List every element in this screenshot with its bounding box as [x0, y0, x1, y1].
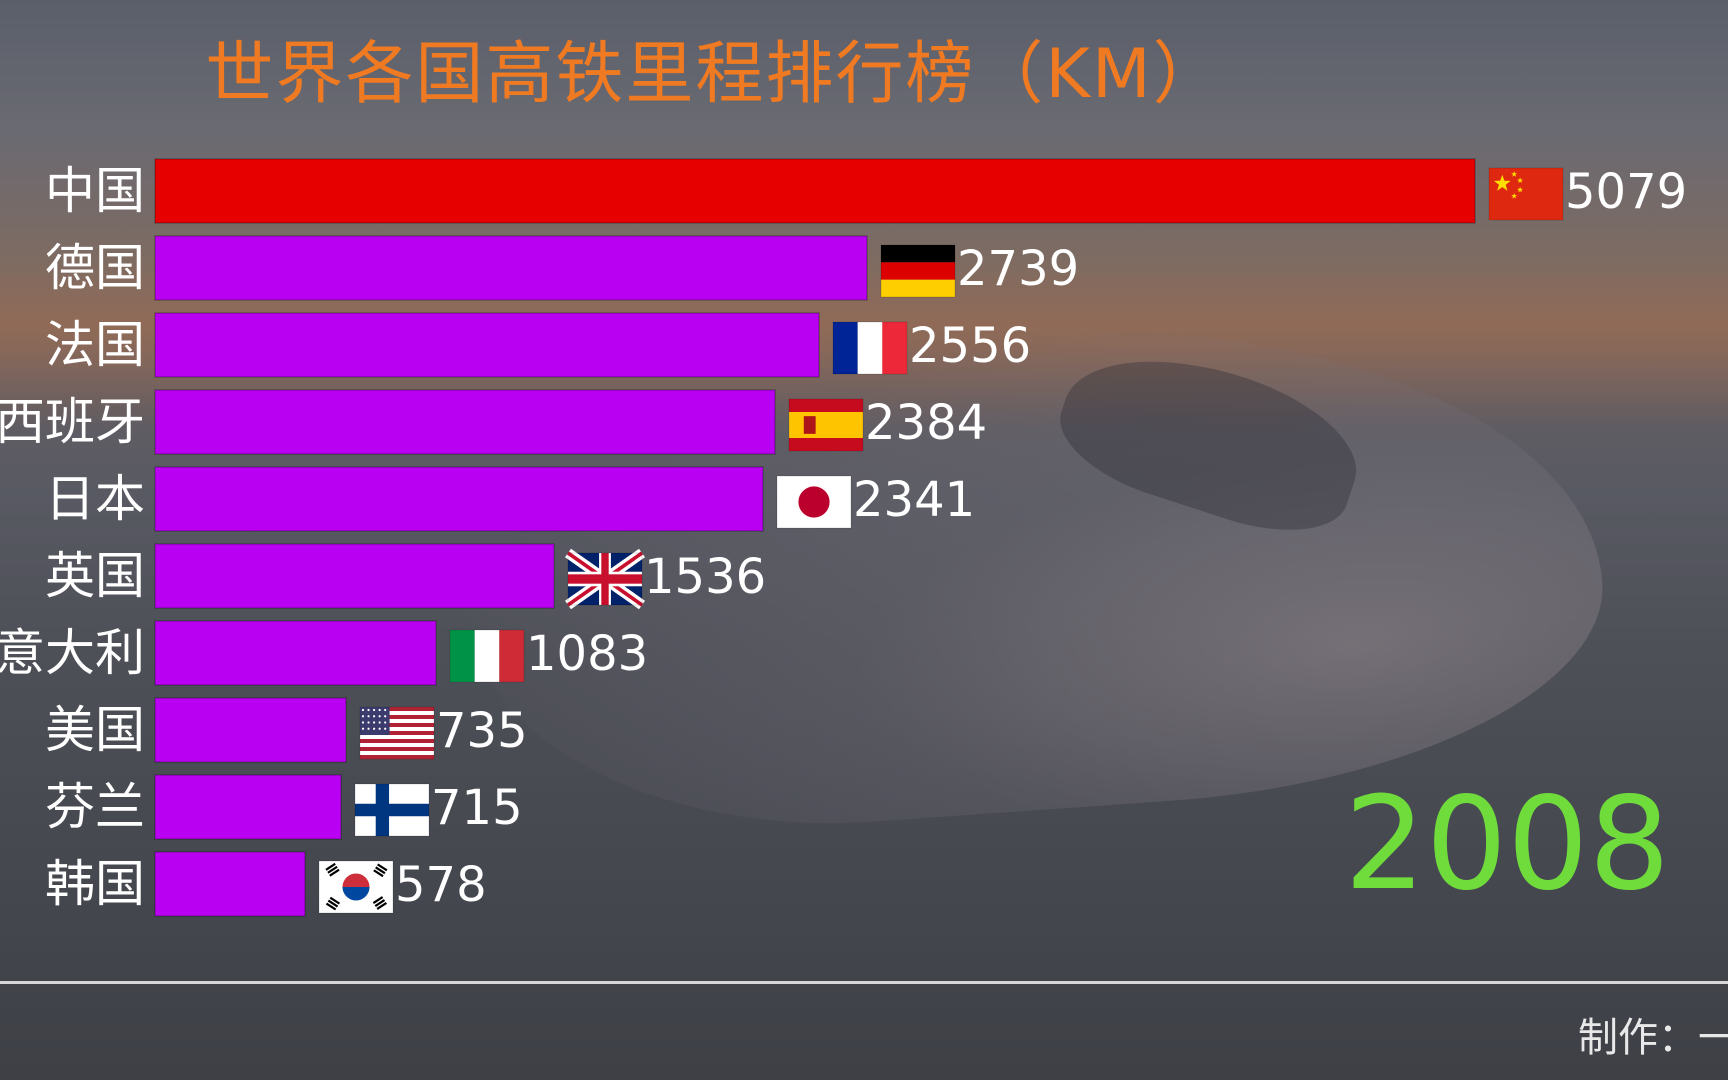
bar [154, 774, 342, 840]
value-label: 1536 [644, 549, 766, 605]
italy-flag-icon [449, 629, 525, 683]
category-label: 芬兰 [45, 778, 145, 836]
value-label: 2739 [957, 241, 1079, 297]
chart-title: 世界各国高铁里程排行榜（KM） [205, 35, 1223, 114]
value-label: 735 [436, 703, 528, 759]
bar [154, 158, 1476, 224]
germany-flag-icon [880, 244, 956, 298]
year-label: 2008 [1344, 770, 1670, 919]
bar [154, 620, 437, 686]
value-label: 2341 [853, 472, 975, 528]
korea-flag-icon [318, 860, 394, 914]
value-label: 715 [431, 780, 523, 836]
uk-flag-icon [565, 548, 645, 610]
category-label: 韩国 [45, 855, 145, 913]
footer-credit: 制作：一 [1578, 1005, 1728, 1063]
bar [154, 697, 347, 763]
bar [154, 312, 820, 378]
category-label: 德国 [45, 239, 145, 297]
footer-label: 制作： [1578, 1015, 1698, 1061]
value-label: 5079 [1565, 164, 1687, 220]
bar [154, 851, 306, 917]
category-label: 英国 [45, 547, 145, 605]
france-flag-icon [832, 321, 908, 375]
bar [154, 235, 868, 301]
japan-flag-icon [776, 475, 852, 529]
bar [154, 466, 764, 532]
category-label: 意大利 [0, 624, 145, 682]
value-label: 2384 [865, 395, 987, 451]
category-label: 法国 [45, 316, 145, 374]
china-flag-icon [1488, 167, 1564, 221]
value-label: 1083 [526, 626, 648, 682]
category-label: 西班牙 [0, 393, 145, 451]
value-label: 2556 [909, 318, 1031, 374]
footer-trailing: 一 [1698, 1015, 1728, 1061]
footer-divider [0, 981, 1728, 984]
category-label: 美国 [45, 701, 145, 759]
finland-flag-icon [354, 783, 430, 837]
spain-flag-icon [788, 398, 864, 452]
category-label: 日本 [45, 470, 145, 528]
bar [154, 389, 776, 455]
bar [154, 543, 555, 609]
usa-flag-icon [359, 706, 435, 760]
bar-chart: 中国 5079 德国 2739 法国 2556 西班牙 2384 日本 2341 英国 1536 意大利… [0, 158, 1687, 917]
category-label: 中国 [45, 162, 145, 220]
value-label: 578 [395, 857, 487, 913]
